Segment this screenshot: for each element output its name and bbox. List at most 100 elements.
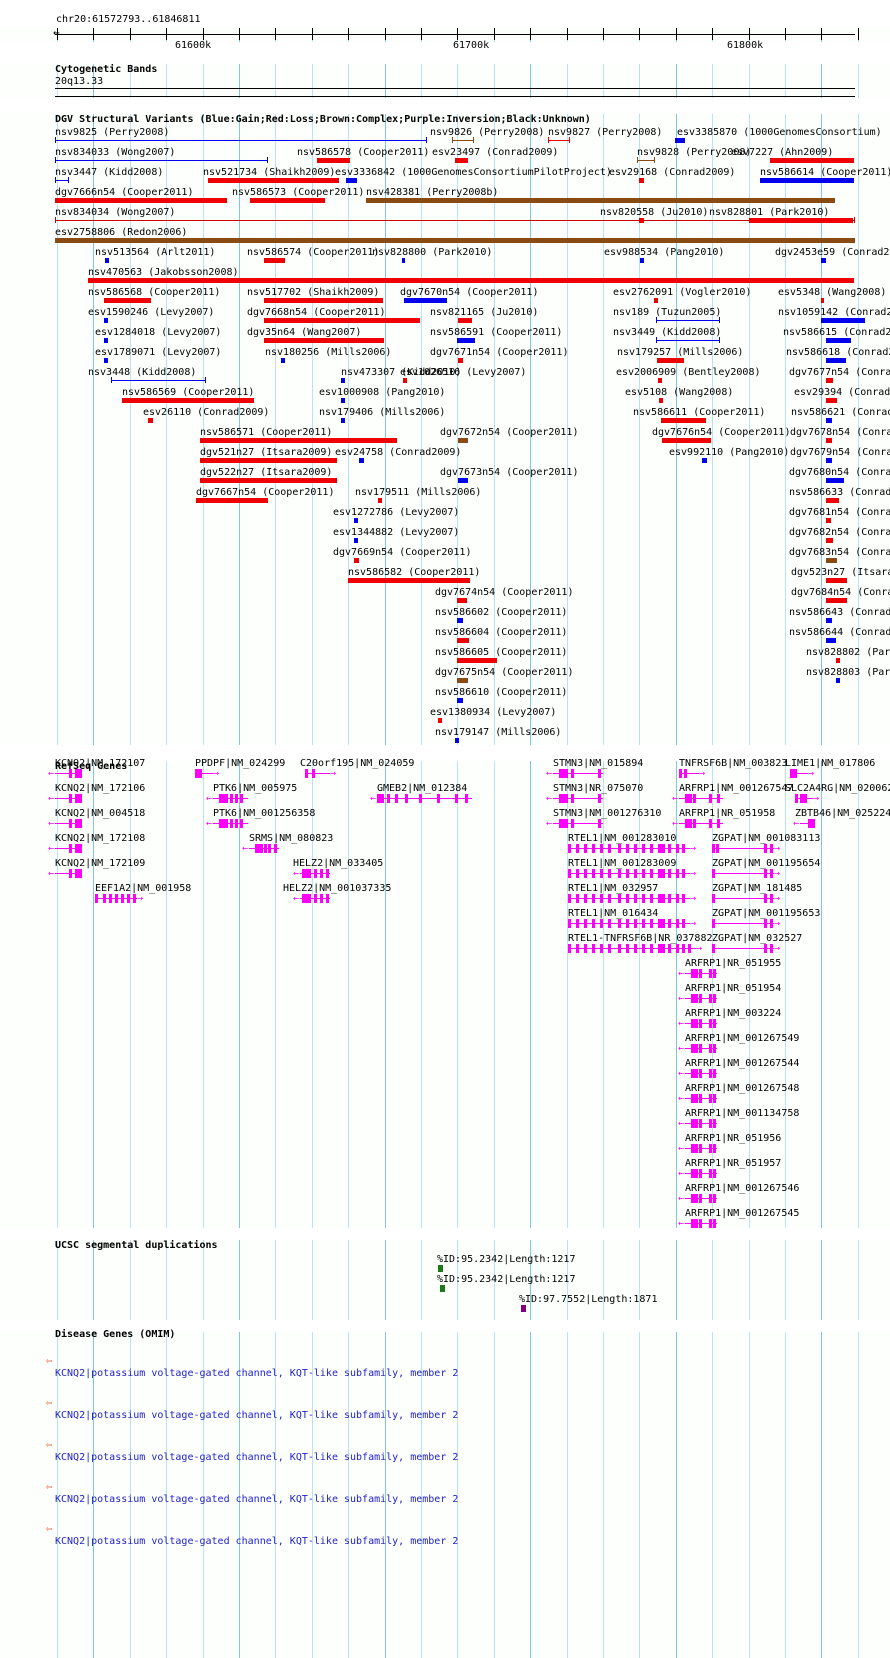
dgv-variant-bar[interactable] [55, 238, 855, 243]
dgv-variant-bar[interactable] [148, 418, 153, 423]
refseq-gene-model[interactable]: ← [293, 869, 330, 879]
refseq-gene-model[interactable]: → [568, 944, 702, 954]
refseq-gene-model[interactable]: → [305, 769, 336, 779]
dgv-variant-bar[interactable] [341, 398, 345, 403]
refseq-gene-model[interactable]: ← [546, 769, 603, 779]
refseq-gene-model[interactable]: ← [242, 844, 279, 854]
refseq-gene-model[interactable]: → [712, 869, 780, 879]
dgv-variant-bar[interactable] [661, 418, 706, 423]
dgv-variant-bar[interactable] [760, 178, 854, 183]
dgv-variant-bar[interactable] [639, 178, 644, 183]
dgv-variant-bar[interactable] [354, 558, 359, 563]
dgv-variant-bar[interactable] [264, 298, 383, 303]
dgv-variant-bar[interactable] [104, 358, 108, 363]
dgv-variant-bar[interactable] [826, 338, 851, 343]
dgv-variant-bar[interactable] [836, 658, 840, 663]
refseq-gene-model[interactable]: ← [370, 794, 472, 804]
refseq-gene-model[interactable]: ← [206, 819, 248, 829]
dgv-variant-bar[interactable] [104, 338, 108, 343]
refseq-gene-model[interactable]: ← [48, 769, 82, 779]
dgv-variant-bar[interactable] [821, 258, 826, 263]
dgv-variant-line[interactable] [656, 340, 720, 341]
dgv-variant-bar[interactable] [317, 158, 350, 163]
dgv-variant-bar[interactable] [457, 598, 467, 603]
dgv-variant-bar[interactable] [281, 358, 285, 363]
refseq-gene-model[interactable]: → [712, 919, 780, 929]
dgv-variant-bar[interactable] [200, 478, 337, 483]
refseq-gene-model[interactable]: ← [678, 1094, 717, 1104]
omim-gene-label[interactable]: KCNQ2|potassium voltage-gated channel, K… [55, 1410, 459, 1421]
dgv-variant-bar[interactable] [639, 218, 644, 223]
dgv-variant-line[interactable] [55, 220, 855, 221]
refseq-gene-model[interactable]: → [568, 919, 696, 929]
refseq-gene-model[interactable]: → [568, 894, 696, 904]
refseq-gene-model[interactable]: ← [293, 894, 330, 904]
dgv-variant-bar[interactable] [359, 458, 364, 463]
omim-strand-arrow-icon[interactable]: ⇦ [46, 1480, 53, 1493]
dgv-variant-bar[interactable] [657, 358, 684, 363]
dgv-variant-bar[interactable] [346, 178, 357, 183]
refseq-gene-model[interactable]: ← [672, 794, 723, 804]
dgv-variant-bar[interactable] [826, 418, 832, 423]
dgv-variant-bar[interactable] [659, 398, 663, 403]
refseq-gene-model[interactable]: → [712, 944, 780, 954]
omim-strand-arrow-icon[interactable]: ⇦ [46, 1522, 53, 1535]
dgv-variant-bar[interactable] [104, 318, 108, 323]
refseq-gene-model[interactable]: ← [678, 1069, 717, 1079]
segdup-block[interactable] [440, 1285, 445, 1292]
refseq-gene-model[interactable]: ← [48, 869, 82, 879]
ruler-left-arrow-icon[interactable]: ← [53, 27, 60, 38]
dgv-variant-bar[interactable] [354, 518, 358, 523]
dgv-variant-bar[interactable] [196, 498, 268, 503]
dgv-variant-bar[interactable] [458, 478, 468, 483]
dgv-variant-bar[interactable] [354, 538, 358, 543]
dgv-variant-bar[interactable] [458, 438, 468, 443]
dgv-variant-bar[interactable] [821, 318, 865, 323]
dgv-variant-bar[interactable] [826, 518, 831, 523]
dgv-variant-bar[interactable] [826, 478, 844, 483]
dgv-variant-bar[interactable] [264, 318, 420, 323]
dgv-variant-bar[interactable] [826, 538, 833, 543]
dgv-variant-bar[interactable] [826, 618, 832, 623]
refseq-gene-model[interactable]: ← [678, 1119, 717, 1129]
refseq-gene-model[interactable]: → [679, 769, 705, 779]
dgv-variant-bar[interactable] [826, 558, 837, 563]
dgv-variant-bar[interactable] [749, 218, 853, 223]
dgv-variant-bar[interactable] [826, 358, 846, 363]
dgv-variant-bar[interactable] [200, 438, 397, 443]
refseq-gene-model[interactable]: ← [678, 1219, 717, 1229]
dgv-variant-line[interactable] [55, 160, 268, 161]
refseq-gene-model[interactable]: → [568, 844, 696, 854]
refseq-gene-model[interactable]: ← [546, 794, 603, 804]
dgv-variant-bar[interactable] [348, 578, 470, 583]
refseq-gene-model[interactable]: ← [678, 1019, 717, 1029]
genome-ruler[interactable]: ← 61600k 61700k 61800k [53, 27, 859, 51]
dgv-variant-bar[interactable] [403, 378, 407, 383]
dgv-variant-bar[interactable] [458, 318, 472, 323]
refseq-gene-model[interactable]: ← [48, 794, 82, 804]
dgv-variant-bar[interactable] [264, 338, 384, 343]
dgv-variant-bar[interactable] [654, 298, 658, 303]
dgv-variant-bar[interactable] [826, 398, 837, 403]
refseq-gene-model[interactable]: → [95, 894, 143, 904]
dgv-variant-bar[interactable] [702, 458, 707, 463]
dgv-variant-bar[interactable] [826, 458, 832, 463]
dgv-variant-bar[interactable] [366, 198, 835, 203]
dgv-variant-bar[interactable] [457, 618, 463, 623]
dgv-variant-bar[interactable] [457, 678, 468, 683]
dgv-variant-bar[interactable] [821, 298, 824, 303]
dgv-variant-bar[interactable] [122, 398, 254, 403]
refseq-gene-model[interactable]: → [568, 869, 696, 879]
dgv-variant-bar[interactable] [662, 438, 711, 443]
refseq-gene-model[interactable]: ← [678, 1169, 717, 1179]
dgv-variant-bar[interactable] [826, 638, 836, 643]
omim-gene-label[interactable]: KCNQ2|potassium voltage-gated channel, K… [55, 1536, 459, 1547]
refseq-gene-model[interactable]: → [195, 769, 219, 779]
omim-strand-arrow-icon[interactable]: ⇦ [46, 1438, 53, 1451]
dgv-variant-bar[interactable] [55, 198, 227, 203]
refseq-gene-model[interactable]: ← [48, 819, 82, 829]
refseq-gene-model[interactable]: ← [678, 1194, 717, 1204]
refseq-gene-model[interactable]: ← [206, 794, 248, 804]
dgv-variant-bar[interactable] [404, 298, 447, 303]
refseq-gene-model[interactable]: ← [793, 819, 815, 829]
